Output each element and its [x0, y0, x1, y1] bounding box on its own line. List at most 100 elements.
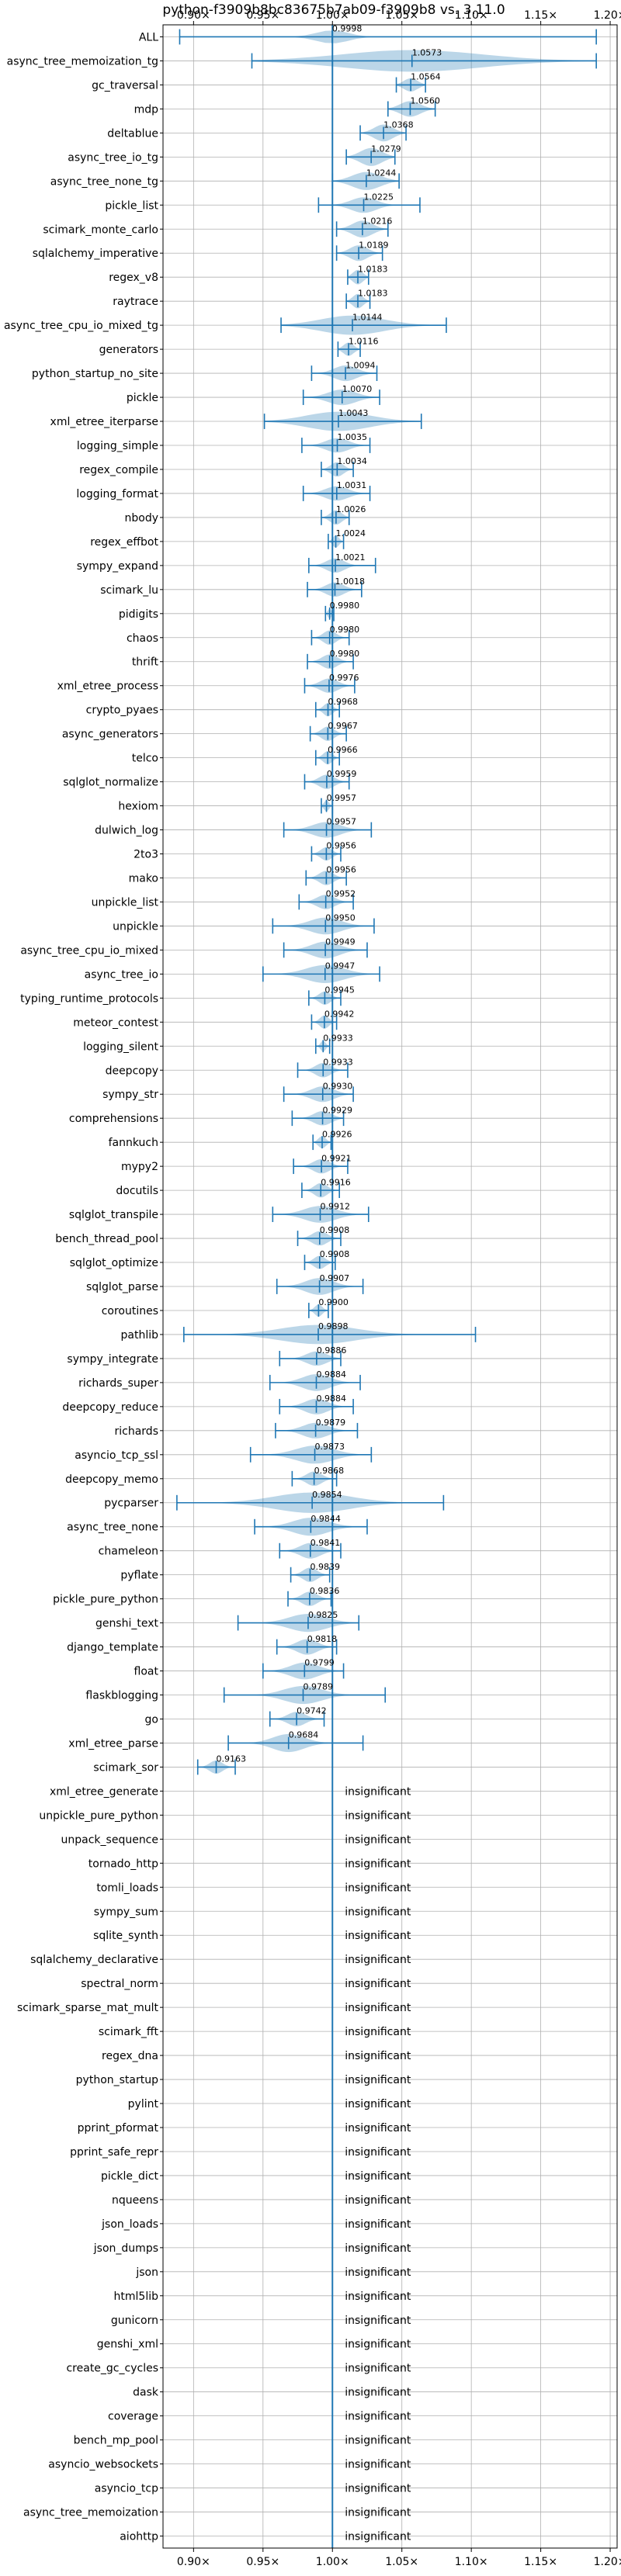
insignificant-label: insignificant — [345, 2218, 411, 2231]
insignificant-label: insignificant — [345, 2026, 411, 2038]
value-label: 0.9942 — [324, 1009, 355, 1020]
value-label: 1.0279 — [371, 144, 401, 154]
category-label: scimark_sor — [93, 1761, 158, 1774]
insignificant-label: insignificant — [345, 2098, 411, 2110]
insignificant-label: insignificant — [345, 2074, 411, 2086]
category-label: aiohttp — [120, 2531, 158, 2543]
chart-title: python-f3909b8bc83675b7ab09-f3909b8 vs. … — [162, 2, 505, 18]
category-label: flaskblogging — [85, 1690, 158, 1702]
insignificant-label: insignificant — [345, 2050, 411, 2062]
value-label: 0.9926 — [322, 1129, 352, 1139]
category-label: docutils — [116, 1185, 158, 1197]
value-label: 1.0225 — [364, 192, 394, 202]
category-label: regex_effbot — [90, 536, 158, 549]
insignificant-label: insignificant — [345, 2339, 411, 2351]
x-tick-label-top: 0.90× — [177, 9, 210, 22]
category-label: create_gc_cycles — [66, 2363, 158, 2375]
category-label: mako — [129, 872, 158, 885]
category-label: deltablue — [107, 127, 158, 140]
value-label: 1.0244 — [366, 168, 397, 178]
category-label: sympy_str — [102, 1089, 158, 1101]
category-label: mdp — [134, 103, 159, 116]
value-label: 0.9868 — [314, 1466, 345, 1476]
insignificant-label: insignificant — [345, 1882, 411, 1894]
value-label: 0.9980 — [330, 625, 360, 635]
value-label: 0.9916 — [321, 1177, 351, 1187]
value-label: 1.0034 — [337, 456, 367, 466]
x-tick-label-bottom: 0.95× — [246, 2556, 279, 2568]
category-label: json_dumps — [93, 2242, 158, 2255]
insignificant-label: insignificant — [345, 1833, 411, 1846]
category-label: async_tree_cpu_io_mixed_tg — [4, 320, 158, 332]
insignificant-label: insignificant — [345, 1954, 411, 1966]
category-label: telco — [132, 753, 158, 765]
value-label: 0.9799 — [304, 1658, 335, 1668]
value-label: 1.0021 — [335, 552, 366, 563]
category-label: html5lib — [114, 2290, 159, 2303]
category-label: json_loads — [101, 2218, 158, 2231]
insignificant-label: insignificant — [345, 2315, 411, 2327]
value-label: 0.9966 — [328, 745, 358, 755]
value-label: 0.9980 — [330, 601, 360, 611]
value-label: 1.0043 — [338, 408, 369, 418]
value-label: 1.0024 — [336, 528, 366, 538]
value-label: 0.9908 — [320, 1225, 350, 1235]
category-label: dask — [133, 2387, 159, 2399]
violin-layer — [176, 25, 597, 2548]
value-label: 0.9908 — [320, 1249, 350, 1259]
value-label: 0.9841 — [310, 1538, 341, 1548]
value-label: 0.9898 — [318, 1321, 349, 1331]
value-label: 0.9684 — [289, 1730, 319, 1740]
value-label: 0.9818 — [307, 1634, 338, 1644]
value-label: 1.0018 — [335, 576, 365, 587]
category-label: meteor_contest — [73, 1016, 158, 1029]
value-label: 1.0026 — [336, 504, 366, 514]
grid-layer — [163, 25, 617, 2548]
category-label: xml_etree_parse — [68, 1737, 158, 1750]
category-label: async_tree_memoization — [23, 2507, 158, 2519]
category-label: coroutines — [102, 1305, 158, 1317]
value-label: 1.0560 — [410, 96, 440, 106]
category-label: async_tree_none_tg — [50, 175, 158, 188]
value-label: 0.9933 — [323, 1033, 353, 1043]
insignificant-label: insignificant — [345, 2435, 411, 2447]
value-label: 0.9921 — [321, 1153, 352, 1163]
value-label: 0.9825 — [308, 1610, 338, 1620]
insignificant-label: insignificant — [345, 2290, 411, 2303]
category-label: fannkuch — [109, 1137, 158, 1149]
value-label: 1.0573 — [412, 48, 442, 58]
category-label: json — [135, 2266, 158, 2279]
category-label: pprint_pformat — [78, 2122, 159, 2135]
value-label: 0.9884 — [317, 1369, 347, 1380]
category-label: sqlglot_normalize — [63, 777, 158, 789]
category-label: go — [145, 1713, 158, 1726]
category-label: unpickle_list — [92, 896, 159, 909]
insignificant-label: insignificant — [345, 1978, 411, 1990]
category-label: nqueens — [112, 2194, 158, 2207]
category-label: hexiom — [118, 801, 158, 813]
insignificant-label: insignificant — [345, 2411, 411, 2423]
category-label: chameleon — [99, 1546, 158, 1558]
value-label: 0.9956 — [326, 865, 356, 875]
category-label: bench_mp_pool — [74, 2435, 158, 2447]
category-label: sqlalchemy_declarative — [30, 1954, 158, 1966]
axis-layer: 0.90× 0.90× 0.95× 0.95× 1.00× 1.00× 1.05× 1.05×… — [160, 9, 621, 2568]
category-label: bench_thread_pool — [55, 1233, 158, 1245]
category-label: python_startup_no_site — [32, 368, 158, 380]
category-label: richards — [115, 1425, 159, 1438]
category-label: 2to3 — [134, 849, 158, 861]
category-label: pyflate — [120, 1570, 158, 1582]
category-label: async_tree_memoization_tg — [7, 55, 158, 68]
insignificant-label: insignificant — [345, 2507, 411, 2519]
category-label: raytrace — [113, 296, 158, 308]
insignificant-label: insignificant — [345, 2363, 411, 2375]
x-tick-label-top: 1.20× — [594, 9, 621, 22]
value-label: 0.9968 — [328, 697, 359, 707]
category-label: python_startup — [76, 2074, 158, 2086]
category-label: typing_runtime_protocols — [20, 992, 158, 1005]
value-label: 1.0094 — [345, 360, 376, 370]
value-label: 1.0564 — [411, 72, 441, 82]
category-label: regex_dna — [102, 2050, 158, 2062]
category-label: tomli_loads — [96, 1882, 158, 1894]
category-label: sqlite_synth — [93, 1930, 158, 1942]
